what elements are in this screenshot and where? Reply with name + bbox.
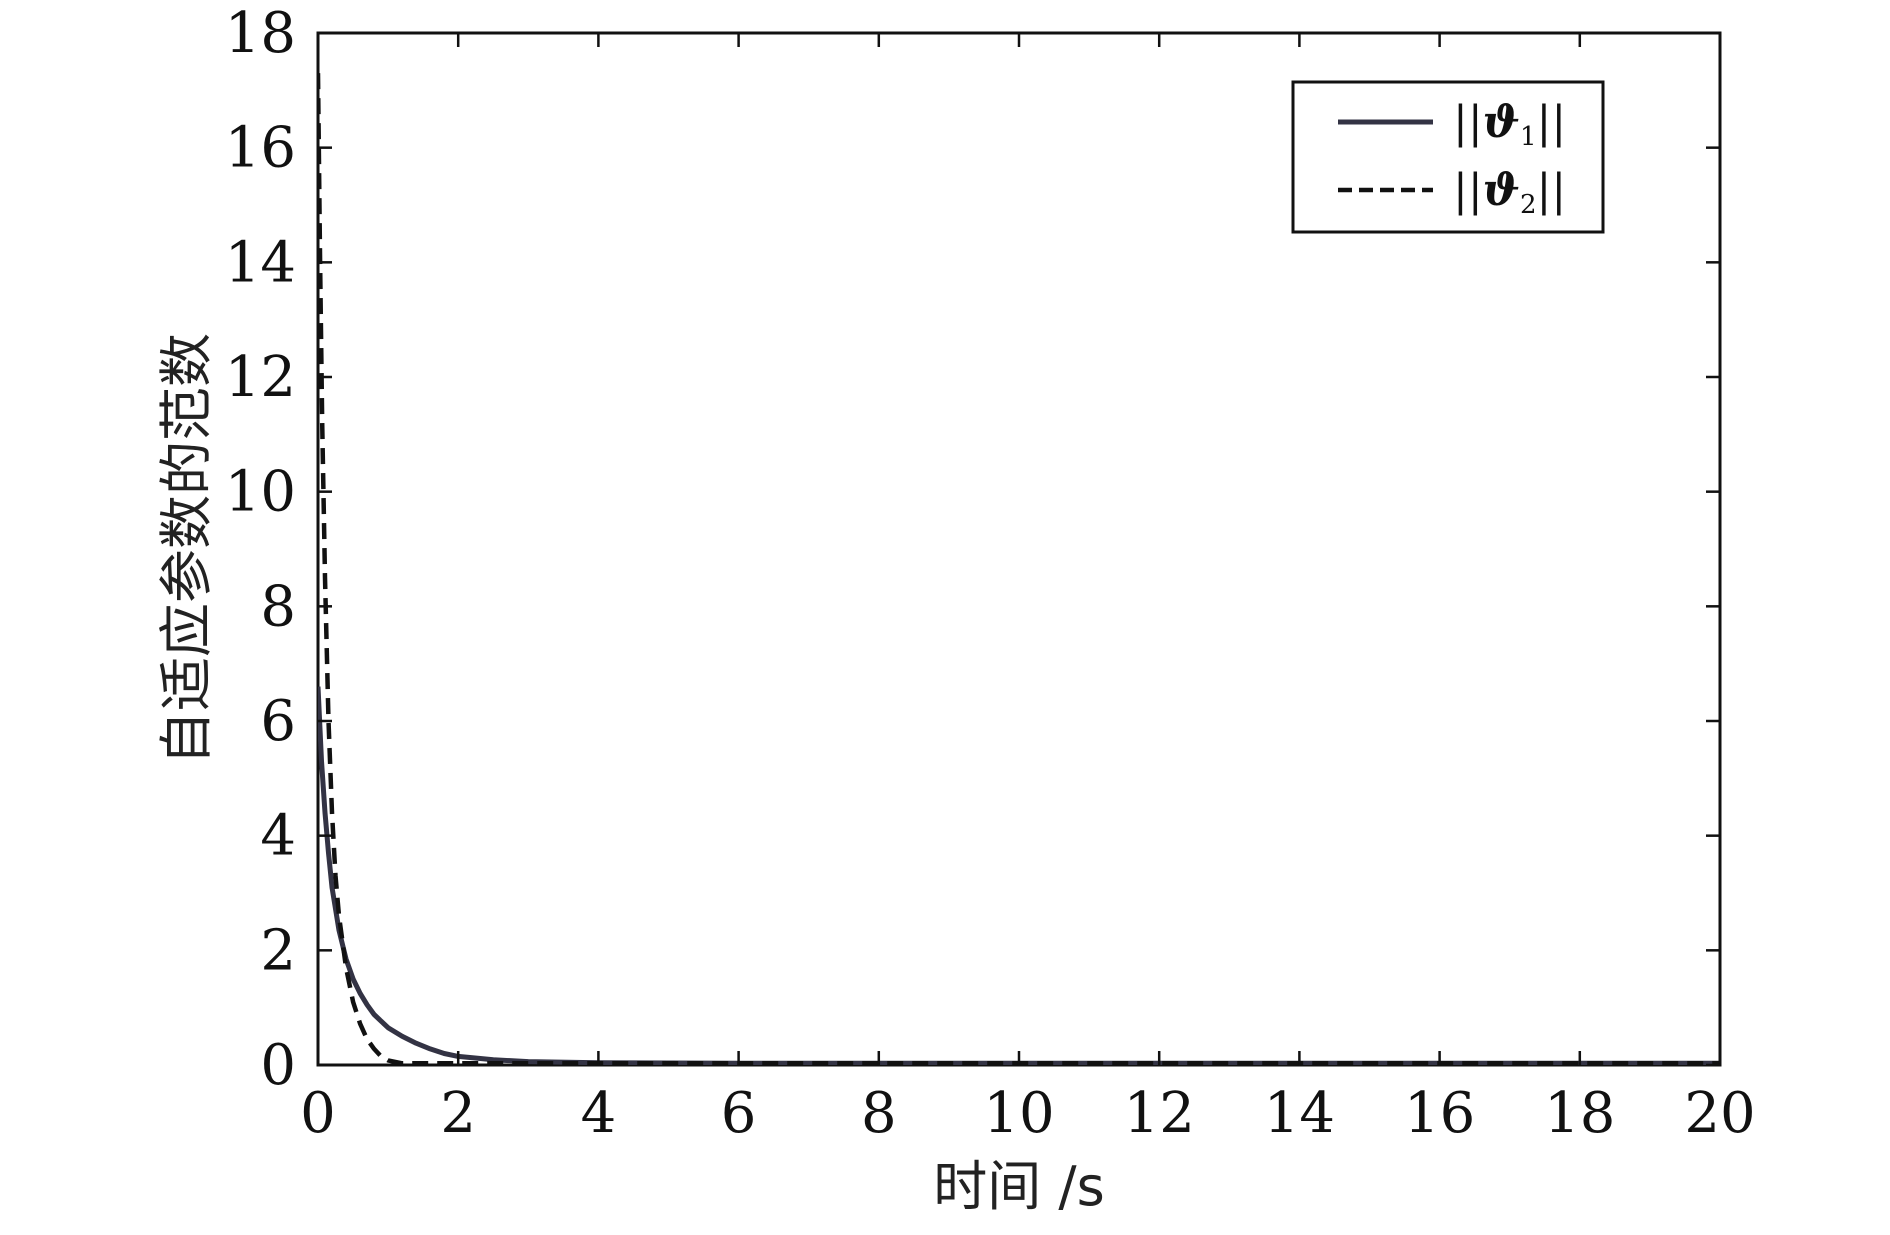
y-tick-label: 10 <box>225 460 296 525</box>
x-tick-label: 20 <box>1684 1081 1755 1146</box>
series-line-1 <box>318 686 1720 1065</box>
x-tick-label: 12 <box>1124 1081 1195 1146</box>
y-tick-label: 6 <box>260 689 296 754</box>
x-tick-label: 10 <box>983 1081 1054 1146</box>
legend-label-1: ||ϑ1|| <box>1453 97 1566 152</box>
x-axis-title: 时间 /s <box>933 1155 1105 1218</box>
x-tick-label: 18 <box>1544 1081 1615 1146</box>
y-tick-label: 0 <box>260 1033 296 1098</box>
x-tick-label: 2 <box>440 1081 476 1146</box>
legend: ||ϑ1|| ||ϑ2|| <box>1291 80 1605 234</box>
y-tick-label: 2 <box>260 918 296 983</box>
y-tick-label: 8 <box>260 574 296 639</box>
x-tick-label: 16 <box>1404 1081 1475 1146</box>
x-tick-label: 0 <box>300 1081 336 1146</box>
y-tick-label: 14 <box>225 230 296 295</box>
y-tick-label: 16 <box>225 116 296 181</box>
x-tick-label: 8 <box>861 1081 897 1146</box>
legend-box <box>1291 80 1605 234</box>
x-tick-label: 6 <box>721 1081 757 1146</box>
y-tick-label: 4 <box>260 804 296 869</box>
legend-label-2: ||ϑ2|| <box>1453 165 1566 220</box>
x-tick-label: 14 <box>1264 1081 1335 1146</box>
y-tick-label: 12 <box>225 345 296 410</box>
tick-layer: 0 2 4 6 8 10 12 14 16 18 20 0 2 4 6 8 10 12 14 16 18 <box>225 1 1756 1146</box>
y-axis-title: 自适应参数的范数 <box>155 333 218 765</box>
y-tick-label: 18 <box>225 1 296 66</box>
series-line-2 <box>318 73 1720 1065</box>
x-tick-label: 4 <box>581 1081 617 1146</box>
